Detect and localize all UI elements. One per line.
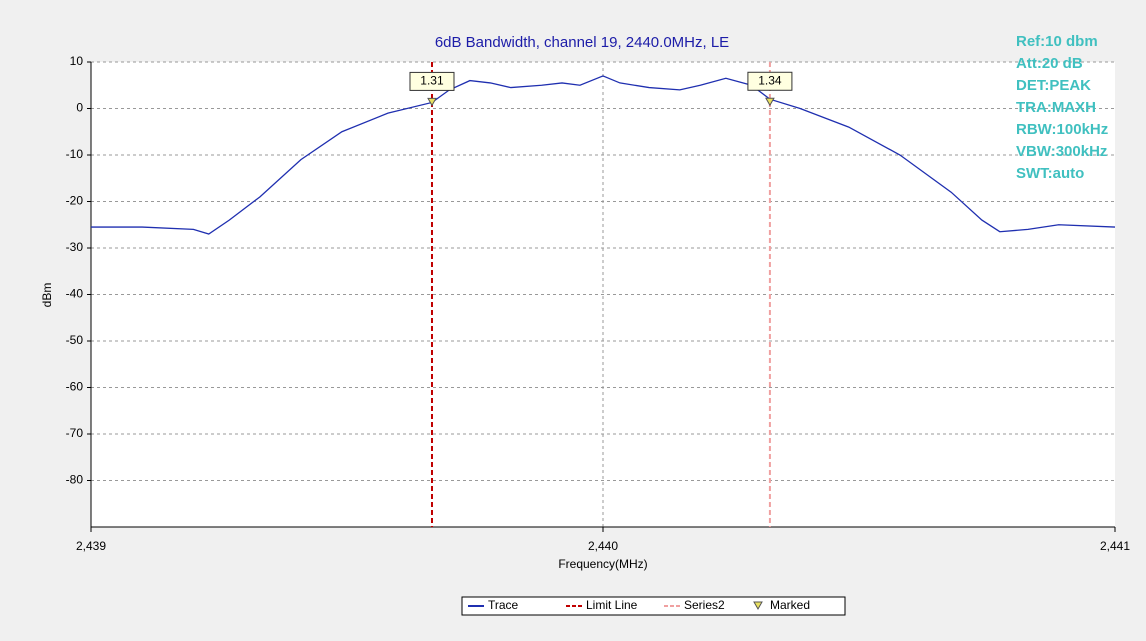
annotation: RBW:100kHz bbox=[1016, 121, 1108, 138]
y-tick-label: -60 bbox=[66, 380, 84, 394]
x-tick-label: 2,439 bbox=[76, 539, 106, 553]
legend-label: Trace bbox=[488, 598, 519, 612]
chart-title: 6dB Bandwidth, channel 19, 2440.0MHz, LE bbox=[435, 34, 729, 51]
annotation: VBW:300kHz bbox=[1016, 143, 1107, 160]
annotation: SWT:auto bbox=[1016, 165, 1084, 182]
legend-label: Limit Line bbox=[586, 598, 638, 612]
y-axis-label: dBm bbox=[40, 283, 54, 308]
y-tick-label: -80 bbox=[66, 473, 84, 487]
legend-label: Series2 bbox=[684, 598, 725, 612]
trace-line bbox=[91, 75, 1116, 235]
x-tick-label: 2,440 bbox=[588, 539, 618, 553]
y-tick-label: -20 bbox=[66, 194, 84, 208]
marker-label-box bbox=[409, 71, 455, 91]
marker bbox=[765, 97, 775, 107]
annotation: DET:PEAK bbox=[1016, 77, 1091, 94]
x-axis-label: Frequency(MHz) bbox=[558, 557, 647, 571]
y-tick-label: 0 bbox=[76, 101, 83, 115]
y-tick-label: -30 bbox=[66, 240, 84, 254]
annotation: TRA:MAXH bbox=[1016, 99, 1096, 116]
legend-swatch bbox=[753, 601, 763, 611]
y-tick-label: -50 bbox=[66, 333, 84, 347]
y-tick-label: -40 bbox=[66, 287, 84, 301]
x-tick-label: 2,441 bbox=[1100, 539, 1130, 553]
y-tick-label: 10 bbox=[70, 54, 84, 68]
legend bbox=[461, 596, 846, 616]
legend-label: Marked bbox=[770, 598, 810, 612]
y-tick-label: -70 bbox=[66, 426, 84, 440]
y-tick-label: -10 bbox=[66, 147, 84, 161]
marker bbox=[427, 97, 437, 107]
annotation: Att:20 dB bbox=[1016, 55, 1083, 72]
marker-label-box bbox=[747, 71, 793, 91]
annotation: Ref:10 dbm bbox=[1016, 33, 1098, 50]
marker-label: 1.31 bbox=[420, 74, 444, 88]
marker-label: 1.34 bbox=[758, 73, 782, 87]
